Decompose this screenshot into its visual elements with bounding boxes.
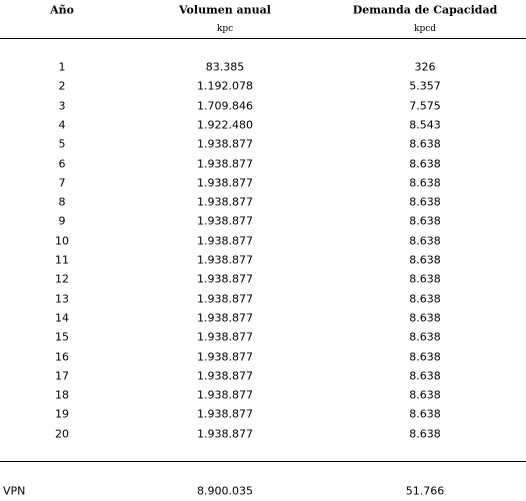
value-cell: 5.357 [409, 79, 441, 93]
value-cell: 1.192.078 [197, 79, 253, 93]
footer-value: 8.900.035 [197, 484, 253, 498]
year-cell: 15 [55, 330, 69, 344]
year-cell: 7 [58, 176, 66, 190]
value-cell: 1.938.877 [197, 234, 253, 248]
value-cell: 1.922.480 [197, 118, 253, 132]
year-cell: 3 [58, 99, 66, 113]
value-cell: 8.638 [409, 311, 441, 325]
year-cell: 13 [55, 292, 69, 306]
year-cell: 6 [58, 157, 66, 170]
value-cell: 8.543 [409, 118, 441, 132]
value-cell: 83.385 [205, 60, 245, 74]
year-cell: 14 [55, 311, 69, 325]
year-cell: 20 [55, 427, 69, 441]
year-cell: 11 [55, 253, 69, 267]
value-cell: 8.638 [409, 157, 441, 170]
footer-rule [0, 461, 526, 462]
value-cell: 1.938.877 [197, 427, 253, 441]
value-cell: 1.709.846 [197, 99, 253, 113]
value-cell: 8.638 [409, 407, 441, 421]
value-cell: 1.938.877 [197, 369, 253, 383]
value-cell: 1.938.877 [197, 330, 253, 344]
year-cell: 4 [58, 118, 66, 132]
column-header: Demanda de Capacidad [352, 3, 498, 17]
value-cell: 8.638 [409, 272, 441, 286]
value-cell: 8.638 [409, 350, 441, 363]
value-cell: 1.938.877 [197, 350, 253, 363]
value-cell: 8.638 [409, 369, 441, 383]
value-cell: 8.638 [409, 330, 441, 344]
value-cell: 8.638 [409, 234, 441, 248]
unit-label: kpc [216, 24, 234, 34]
value-cell: 8.638 [409, 176, 441, 190]
value-cell: 1.938.877 [197, 272, 253, 286]
footer-value: 51.766 [405, 484, 445, 498]
value-cell: 1.938.877 [197, 407, 253, 421]
year-cell: 8 [58, 195, 66, 209]
value-cell: 1.938.877 [197, 292, 253, 306]
value-cell: 1.938.877 [197, 388, 253, 402]
year-cell: 17 [55, 369, 69, 383]
value-cell: 1.938.877 [197, 311, 253, 325]
column-header: Año [50, 3, 74, 17]
column-header: Volumen anual [179, 3, 271, 17]
footer-label: VPN [3, 484, 26, 498]
header-rule [0, 38, 526, 39]
year-cell: 5 [58, 137, 66, 151]
year-cell: 10 [55, 234, 69, 248]
value-cell: 8.638 [409, 195, 441, 209]
year-cell: 9 [58, 214, 66, 228]
value-cell: 1.938.877 [197, 214, 253, 228]
value-cell: 1.938.877 [197, 137, 253, 151]
value-cell: 8.638 [409, 253, 441, 267]
year-cell: 12 [55, 272, 69, 286]
year-cell: 1 [58, 60, 66, 74]
value-cell: 1.938.877 [197, 253, 253, 267]
year-cell: 16 [55, 350, 69, 363]
value-cell: 7.575 [409, 99, 441, 113]
value-cell: 1.938.877 [197, 157, 253, 170]
value-cell: 1.938.877 [197, 195, 253, 209]
value-cell: 8.638 [409, 214, 441, 228]
year-cell: 18 [55, 388, 69, 402]
value-cell: 8.638 [409, 137, 441, 151]
value-cell: 8.638 [409, 292, 441, 306]
year-cell: 2 [58, 79, 66, 93]
value-cell: 8.638 [409, 388, 441, 402]
value-cell: 1.938.877 [197, 176, 253, 190]
value-cell: 326 [414, 60, 436, 74]
year-cell: 19 [55, 407, 69, 421]
value-cell: 8.638 [409, 427, 441, 441]
unit-label: kpcd [413, 24, 437, 34]
